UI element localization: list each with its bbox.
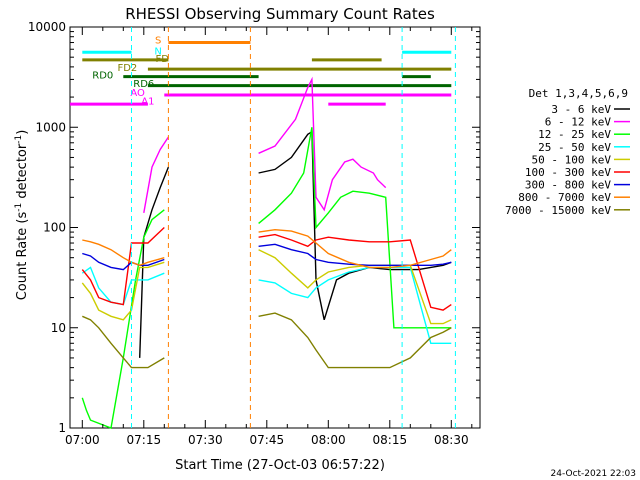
- series-line-1: [143, 136, 169, 214]
- y-tick-label: 10000: [28, 20, 66, 34]
- series-line-8: [82, 315, 165, 369]
- y-axis-label-mid: detector: [15, 143, 30, 203]
- series-line-7: [82, 239, 165, 267]
- legend-entry-label: 800 - 7000 keV: [518, 191, 611, 204]
- axes: 1 10 100 1000 10000 07:00 07:15 07:30 07:45 08:00…: [28, 20, 480, 447]
- series-line-3: [258, 266, 452, 344]
- y-tick-label: 10: [51, 321, 66, 335]
- flag-label-n: N: [154, 46, 161, 57]
- x-tick-label: 07:15: [127, 433, 162, 447]
- y-axis-label-main: Count Rate (s: [15, 212, 30, 301]
- x-tick-label: 07:30: [188, 433, 223, 447]
- flag-label-s: S: [155, 36, 161, 47]
- series-line-6: [82, 252, 165, 271]
- x-tick-label: 08:00: [311, 433, 346, 447]
- y-axis-label-sup2: -1: [14, 135, 24, 144]
- flag-label-rd6: RD6: [133, 79, 154, 90]
- series-line-6: [258, 243, 452, 266]
- flag-label-ao: AO: [130, 88, 145, 99]
- legend-entry-label: 3 - 6 keV: [551, 103, 611, 116]
- legend-entry-label: 6 - 12 keV: [545, 116, 612, 129]
- x-tick-label: 08:30: [434, 433, 469, 447]
- series-line-5: [81, 226, 165, 306]
- series-lines: [81, 76, 452, 429]
- legend-entry-label: 7000 - 15000 keV: [505, 204, 611, 217]
- series-line-0: [139, 166, 170, 358]
- x-tick-label: 07:00: [65, 433, 100, 447]
- series-line-5: [258, 233, 452, 311]
- legend-entry-label: 12 - 25 keV: [538, 128, 611, 141]
- flag-label-a1: A1: [141, 97, 154, 108]
- flag-label-rd0: RD0: [92, 70, 113, 81]
- chart-title: RHESSI Observing Summary Count Rates: [125, 5, 435, 23]
- x-tick-label: 08:15: [373, 433, 408, 447]
- legend-title: Det 1,3,4,5,6,9: [529, 87, 628, 100]
- series-line-4: [258, 249, 452, 325]
- series-line-0: [258, 130, 452, 321]
- flag-label-fd2: FD2: [117, 63, 137, 74]
- y-axis-label-end: ): [15, 130, 30, 135]
- series-line-7: [258, 228, 452, 269]
- y-tick-label: 100: [43, 221, 66, 235]
- series-line-3: [81, 266, 165, 306]
- series-line-1: [258, 76, 387, 212]
- legend-entry-label: 25 - 50 keV: [538, 141, 611, 154]
- series-line-2: [258, 127, 452, 329]
- y-tick-label: 1000: [35, 120, 66, 134]
- y-tick-label: 1: [58, 421, 66, 435]
- x-tick-label: 07:45: [250, 433, 285, 447]
- legend-entry-label: 300 - 800 keV: [525, 179, 611, 192]
- flag-label-fd: FD: [156, 54, 170, 65]
- legend-entry-label: 50 - 100 keV: [532, 153, 612, 166]
- x-axis-label: Start Time (27-Oct-03 06:57:22): [175, 458, 385, 473]
- series-line-8: [258, 312, 452, 369]
- legend-entry-label: 100 - 300 keV: [525, 166, 611, 179]
- y-axis-label: Count Rate (s-1 detector-1): [14, 130, 30, 301]
- series-line-4: [81, 261, 165, 321]
- attenuator-vlines: [131, 27, 456, 428]
- y-axis-label-sup: -1: [14, 203, 24, 212]
- generated-timestamp: 24-Oct-2021 22:03: [551, 469, 636, 479]
